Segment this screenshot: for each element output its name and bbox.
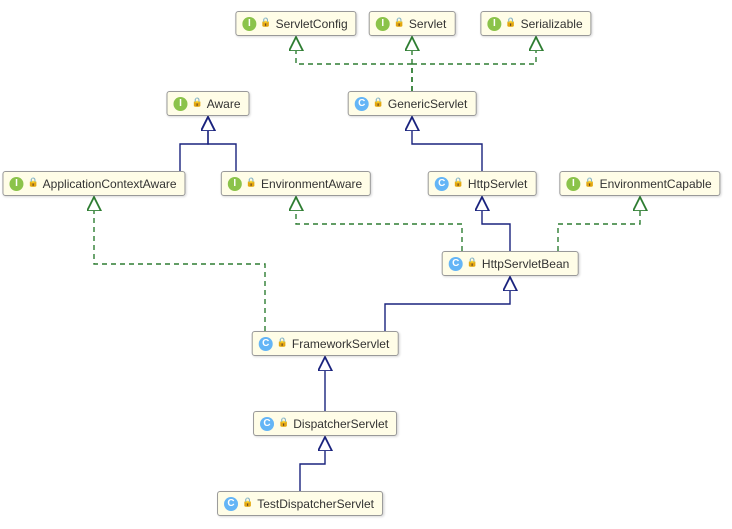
edge-GenericServlet-Serializable [412,37,536,91]
node-label: EnvironmentCapable [600,177,712,191]
node-label: Servlet [409,17,446,31]
interface-icon: I [9,177,23,191]
node-environmentcapable: I 🔒 EnvironmentCapable [559,171,720,196]
class-icon: C [259,337,273,351]
edge-GenericServlet-ServletConfig [296,37,412,91]
modifier-icon: 🔒 [191,97,202,108]
node-label: HttpServlet [468,177,527,191]
interface-icon: I [487,17,501,31]
modifier-icon: 🔒 [246,177,257,188]
node-label: Serializable [521,17,583,31]
node-label: DispatcherServlet [293,417,388,431]
modifier-icon: 🔒 [373,97,384,108]
node-label: TestDispatcherServlet [257,497,374,511]
node-servletconfig: I 🔒 ServletConfig [235,11,356,36]
node-label: EnvironmentAware [261,177,362,191]
modifier-icon: 🔒 [505,17,516,28]
node-httpservletbean: C 🔒 HttpServletBean [442,251,579,276]
node-dispatcherservlet: C 🔒 DispatcherServlet [253,411,397,436]
edge-HttpServletBean-EnvironmentCapable [558,197,640,251]
edge-FrameworkServlet-ApplicationContextAware [94,197,265,331]
node-applicationcontextaware: I 🔒 ApplicationContextAware [2,171,185,196]
class-icon: C [260,417,274,431]
node-label: ServletConfig [276,17,348,31]
modifier-icon: 🔒 [394,17,405,28]
interface-icon: I [376,17,390,31]
modifier-icon: 🔒 [278,417,289,428]
edge-EnvironmentAware-Aware [208,117,236,171]
node-aware: I 🔒 Aware [166,91,249,116]
interface-icon: I [173,97,187,111]
node-label: ApplicationContextAware [43,177,177,191]
class-icon: C [355,97,369,111]
class-icon: C [449,257,463,271]
edge-FrameworkServlet-HttpServletBean [385,277,510,331]
interface-icon: I [228,177,242,191]
modifier-icon: 🔒 [453,177,464,188]
node-label: GenericServlet [388,97,467,111]
edge-HttpServlet-GenericServlet [412,117,482,171]
node-environmentaware: I 🔒 EnvironmentAware [221,171,371,196]
modifier-icon: 🔒 [242,497,253,508]
node-testdispatcherservlet: C 🔒 TestDispatcherServlet [217,491,383,516]
modifier-icon: 🔒 [584,177,595,188]
class-icon: C [224,497,238,511]
node-httpservlet: C 🔒 HttpServlet [428,171,537,196]
edge-HttpServletBean-EnvironmentAware [296,197,462,251]
modifier-icon: 🔒 [277,337,288,348]
node-genericservlet: C 🔒 GenericServlet [348,91,477,116]
modifier-icon: 🔒 [27,177,38,188]
edge-ApplicationContextAware-Aware [180,117,208,171]
modifier-icon: 🔒 [260,17,271,28]
node-frameworkservlet: C 🔒 FrameworkServlet [252,331,399,356]
node-label: FrameworkServlet [292,337,389,351]
node-serializable: I 🔒 Serializable [480,11,591,36]
interface-icon: I [242,17,256,31]
edge-TestDispatcherServlet-DispatcherServlet [300,437,325,491]
node-servlet: I 🔒 Servlet [369,11,456,36]
node-label: Aware [207,97,241,111]
node-label: HttpServletBean [482,257,569,271]
interface-icon: I [566,177,580,191]
class-icon: C [435,177,449,191]
modifier-icon: 🔒 [467,257,478,268]
edge-HttpServletBean-HttpServlet [482,197,510,251]
